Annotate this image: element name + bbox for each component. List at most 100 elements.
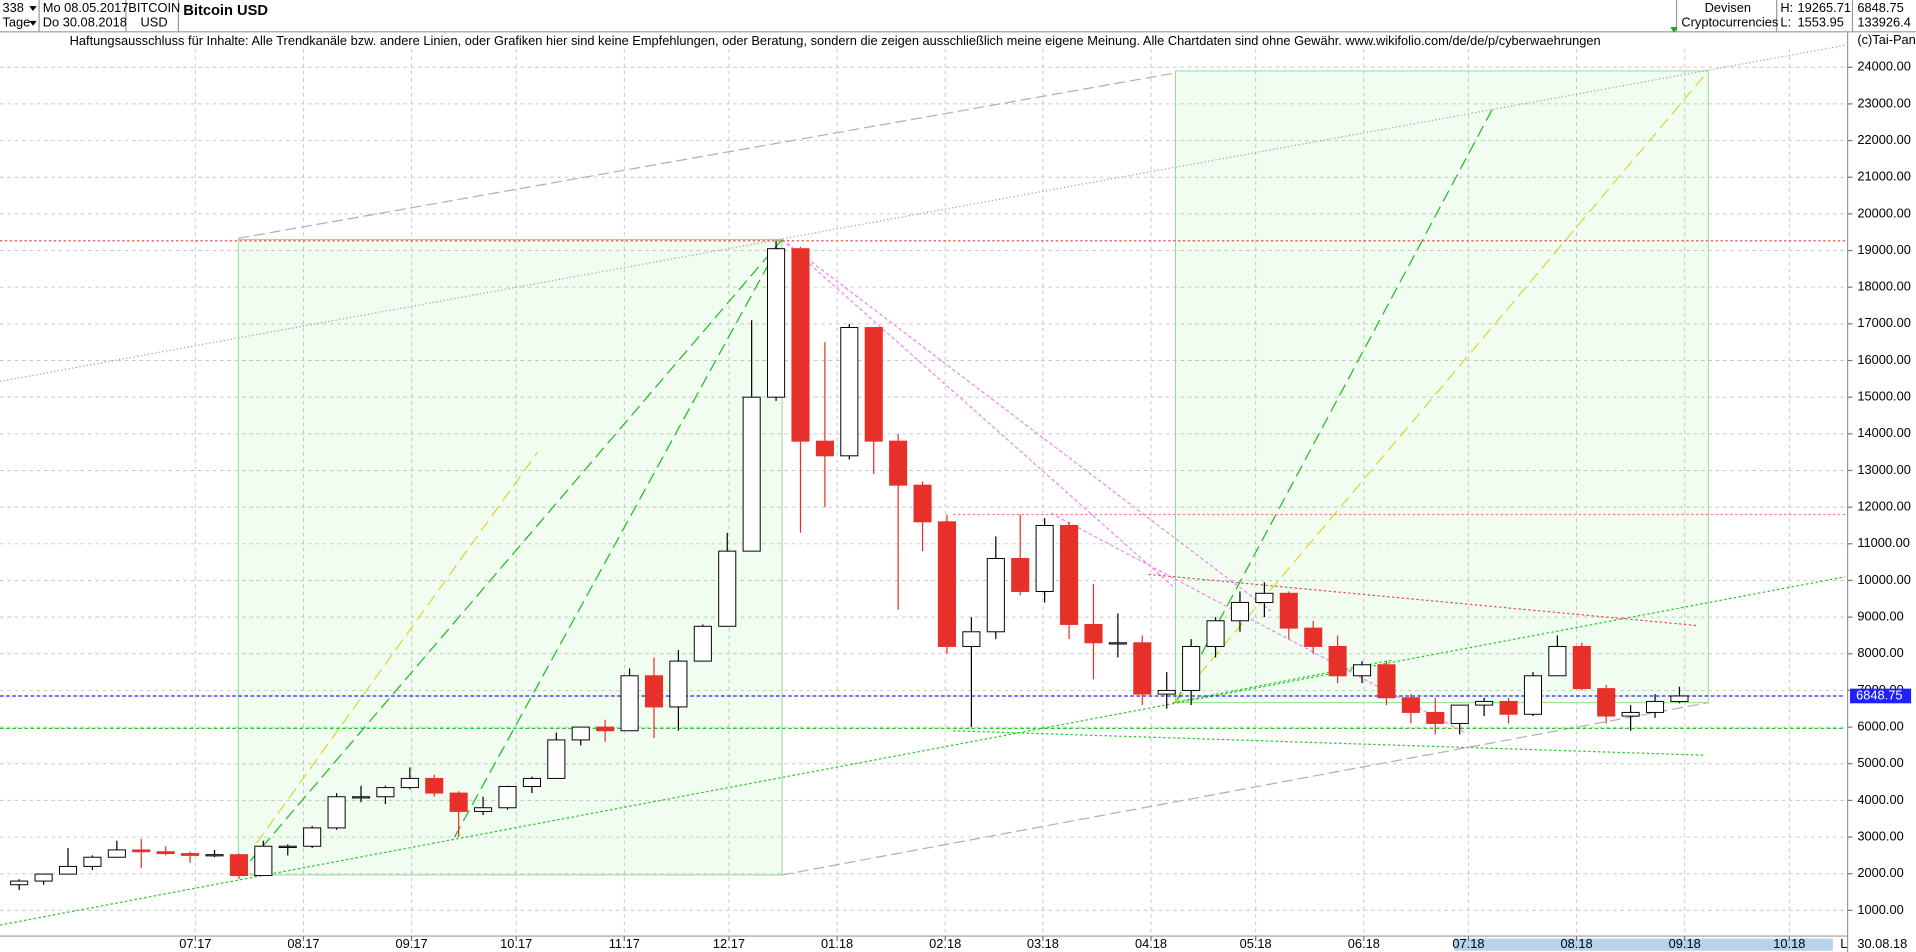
x-tick-label: 11.17 <box>609 936 640 951</box>
bar-count[interactable]: 338 <box>2 0 23 15</box>
candle-body <box>303 827 322 847</box>
candle-body <box>596 726 615 732</box>
candle-body <box>425 777 444 794</box>
symbol: BITCOIN <box>128 0 180 15</box>
subgroup: Cryptocurrencies <box>1681 15 1778 30</box>
candle-body <box>522 777 541 787</box>
trend-line <box>781 239 1174 588</box>
candle-body <box>376 787 395 798</box>
candle-body <box>986 557 1005 633</box>
candle-body <box>1670 695 1689 702</box>
axis-end-marker[interactable]: L <box>1840 936 1847 951</box>
y-tick-label: 5000.00 <box>1857 755 1903 770</box>
candle-body <box>1182 645 1201 691</box>
trend-line <box>1050 512 1467 734</box>
last-price-label: 6848.75 <box>1856 687 1902 702</box>
candle-body <box>1084 623 1103 644</box>
fan-line <box>454 239 783 838</box>
candle-body <box>474 807 493 812</box>
candle-body <box>1572 645 1591 690</box>
currency: USD <box>141 15 168 30</box>
trend-line <box>0 44 1846 382</box>
candle-body <box>254 845 273 877</box>
x-tick-label: 07.17 <box>179 936 211 951</box>
candle-body <box>1304 627 1323 647</box>
y-tick-label: 16000.00 <box>1857 352 1911 367</box>
candle-body <box>693 625 712 662</box>
x-tick-label: 07.18 <box>1452 936 1484 951</box>
y-tick-label: 6000.00 <box>1857 718 1903 733</box>
candle-body <box>449 792 468 812</box>
y-tick-label: 11000.00 <box>1857 535 1910 550</box>
x-tick-label: 03.18 <box>1027 936 1059 951</box>
grid <box>0 48 1846 935</box>
fan-line <box>237 239 783 876</box>
group: Devisen <box>1705 0 1751 15</box>
fan-line <box>256 451 539 844</box>
candle-body <box>1353 664 1372 677</box>
y-tick-label: 22000.00 <box>1857 132 1911 147</box>
candle-body <box>1499 700 1518 715</box>
candle-body <box>1523 675 1542 715</box>
candle-body <box>1377 664 1396 699</box>
start-date: Mo 08.05.2017 <box>43 0 129 15</box>
y-tick-label: 8000.00 <box>1857 645 1903 660</box>
trend-line <box>0 576 1846 926</box>
y-tick-label: 24000.00 <box>1857 59 1911 74</box>
y-tick-label: 17000.00 <box>1857 315 1911 330</box>
candle-body <box>889 440 908 486</box>
candle-body <box>1206 620 1225 647</box>
y-tick-label: 2000.00 <box>1857 865 1903 880</box>
candle-body <box>1328 645 1347 677</box>
disclaimer: Haftungsausschluss für Inhalte: Alle Tre… <box>70 33 1601 48</box>
x-tick-label: 08.18 <box>1561 936 1593 951</box>
y-tick-label: 1000.00 <box>1857 902 1903 917</box>
candle-body <box>205 854 224 857</box>
candle-body <box>132 849 151 853</box>
header-bar <box>0 0 1916 32</box>
candle-body <box>937 521 957 647</box>
axis-end-date: 30.08.18 <box>1857 936 1907 951</box>
candle-body <box>767 248 786 398</box>
y-tick-label: 12000.00 <box>1857 499 1911 514</box>
high-value: 19265.71 <box>1797 0 1851 15</box>
volume: 133926.4 <box>1857 15 1911 30</box>
candle-body <box>913 484 932 523</box>
end-date: Do 30.08.2018 <box>43 15 127 30</box>
candle-body <box>1230 601 1250 622</box>
interval[interactable]: Tage <box>2 15 30 30</box>
y-tick-label: 10000.00 <box>1857 572 1911 587</box>
candle-body <box>1133 642 1152 695</box>
candle-body <box>1548 645 1567 677</box>
x-tick-label: 01.18 <box>821 936 853 951</box>
candle-body <box>10 880 29 886</box>
trend-line <box>953 730 1705 756</box>
candle-body <box>815 440 834 457</box>
candle-body <box>156 851 175 855</box>
x-tick-label: 05.18 <box>1240 936 1272 951</box>
candle-body <box>327 796 346 829</box>
candle-body <box>571 726 590 741</box>
scrollbar[interactable] <box>1454 938 1833 951</box>
y-tick-label: 9000.00 <box>1857 609 1903 624</box>
y-tick-label: 23000.00 <box>1857 95 1911 110</box>
y-tick-label: 15000.00 <box>1857 389 1911 404</box>
x-tick-label: 09.17 <box>396 936 428 951</box>
candle-body <box>278 845 297 848</box>
y-tick-label: 21000.00 <box>1857 169 1911 184</box>
candle-body <box>58 865 78 875</box>
low-value: 1553.95 <box>1797 15 1843 30</box>
candle-body <box>1475 700 1494 706</box>
x-tick-label: 10.18 <box>1773 936 1805 951</box>
candle-body <box>1157 689 1176 695</box>
candle-body <box>34 873 53 882</box>
copyright: (c)Tai-Pan <box>1857 32 1915 47</box>
candle-body <box>1035 524 1054 592</box>
candle-body <box>620 675 639 732</box>
x-tick-label: 08.17 <box>287 936 319 951</box>
y-tick-label: 13000.00 <box>1857 462 1911 477</box>
candle-body <box>1426 711 1445 724</box>
candle-body <box>1621 711 1640 717</box>
